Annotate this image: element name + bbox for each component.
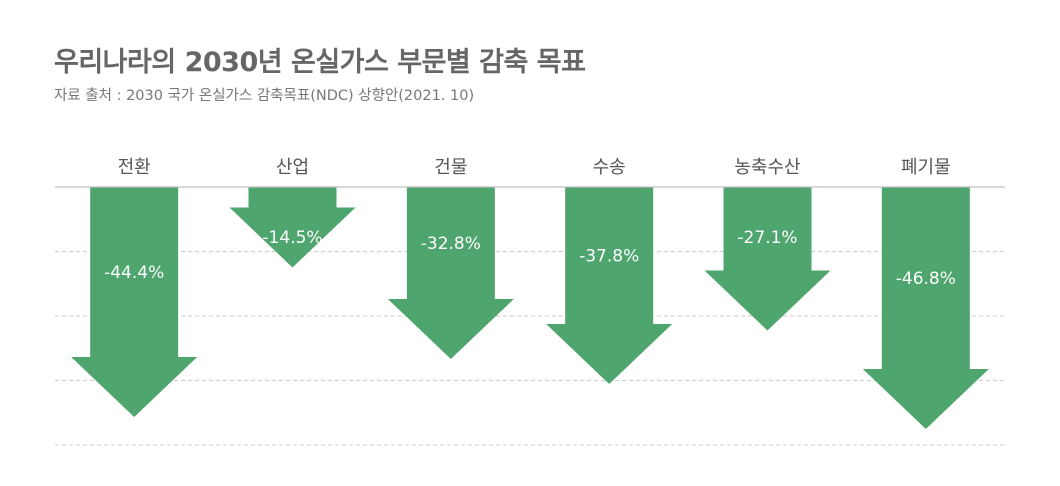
bar-arrow bbox=[387, 187, 514, 359]
bar-arrow bbox=[704, 187, 831, 331]
data-label: -44.4% bbox=[104, 263, 164, 283]
category-label: 산업 bbox=[276, 157, 309, 178]
data-label: -14.5% bbox=[262, 228, 322, 248]
bar-arrow bbox=[862, 187, 989, 429]
category-label: 전환 bbox=[118, 157, 151, 178]
bar-arrow bbox=[71, 187, 198, 417]
chart-subtitle: 자료 출처 : 2030 국가 온실가스 감축목표(NDC) 상향안(2021.… bbox=[54, 88, 475, 104]
category-label: 수송 bbox=[593, 157, 626, 178]
bar-arrow bbox=[546, 187, 673, 384]
data-label: -27.1% bbox=[737, 228, 797, 248]
category-label: 폐기물 bbox=[901, 157, 951, 178]
data-label: -37.8% bbox=[579, 247, 639, 267]
data-label: -32.8% bbox=[421, 234, 481, 254]
bar-arrow bbox=[229, 187, 356, 268]
category-label: 건물 bbox=[434, 157, 467, 178]
category-label: 농축수산 bbox=[734, 157, 800, 178]
chart-title: 우리나라의 2030년 온실가스 부문별 감축 목표 bbox=[54, 47, 586, 78]
data-label: -46.8% bbox=[896, 269, 956, 289]
